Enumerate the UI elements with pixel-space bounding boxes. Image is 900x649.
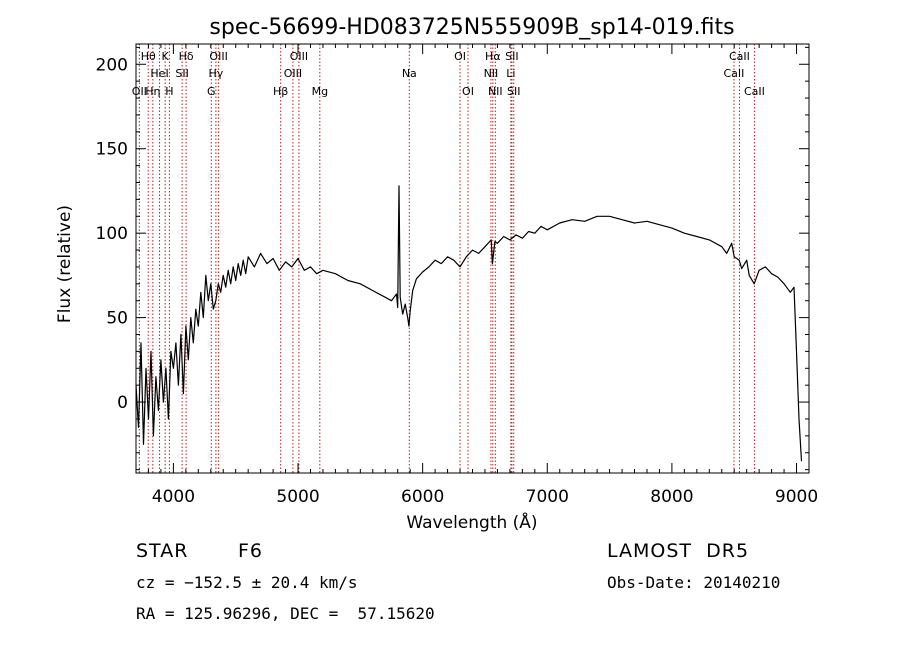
x-axis-ticks <box>135 44 810 473</box>
spectral-line-labels: OIIHθHηHeIKHSIIHδGHγOIIIHβOIIIOIIIMgNaOI… <box>132 50 765 98</box>
spectral-line-label-20: NII <box>488 85 503 98</box>
x-tick-label: 5000 <box>276 487 319 507</box>
y-axis-ticks <box>136 46 809 471</box>
spectral-line-label-5: H <box>165 85 173 98</box>
x-tick-label: 4000 <box>152 487 195 507</box>
plot-frame <box>135 43 810 474</box>
spectral-line-label-7: Hδ <box>179 50 194 63</box>
spectral-line-label-12: OIII <box>284 67 302 80</box>
x-tick-label: 6000 <box>401 487 444 507</box>
redshift-velocity: cz = −152.5 ± 20.4 km/s <box>136 573 358 592</box>
y-axis-tick-labels: 0 50 100 150 200 <box>96 55 128 413</box>
observation-date: Obs-Date: 20140210 <box>607 573 781 592</box>
spectral-line-label-8: G <box>207 85 216 98</box>
coordinates: RA = 125.96296, DEC = 57.15620 <box>136 604 435 623</box>
spectral-line-label-22: SII <box>505 50 518 63</box>
y-tick-label: 50 <box>106 309 128 329</box>
spectral-line-label-23: SII <box>507 85 520 98</box>
spectral-line-label-4: K <box>162 50 170 63</box>
spectral-line-label-17: OI <box>462 85 474 98</box>
spectral-line-label-21: Li <box>506 67 515 80</box>
x-tick-label: 8000 <box>650 487 693 507</box>
spectral-subclass: F6 <box>238 540 264 562</box>
spectral-line-label-1: Hθ <box>141 50 156 63</box>
spectral-line-label-26: CaII <box>744 85 765 98</box>
y-axis-label: Flux (relative) <box>55 205 75 323</box>
spectral-line-label-9: Hγ <box>208 67 223 80</box>
spectral-line-label-10: OIII <box>209 50 227 63</box>
y-tick-label: 100 <box>96 224 128 244</box>
x-tick-label: 7000 <box>526 487 569 507</box>
spectral-line-label-13: OIII <box>290 50 308 63</box>
x-axis-tick-labels: 4000 5000 6000 7000 8000 9000 <box>152 487 818 507</box>
y-tick-label: 200 <box>96 55 128 75</box>
survey-release: LAMOST DR5 <box>607 540 750 562</box>
spectral-line-label-24: CaII <box>724 67 745 80</box>
spectral-line-markers <box>138 44 755 473</box>
chart-title: spec-56699-HD083725N555909B_sp14-019.fit… <box>209 15 734 40</box>
x-axis-label: Wavelength (Å) <box>406 511 537 533</box>
x-tick-label: 9000 <box>775 487 818 507</box>
spectral-line-label-14: Mg <box>312 85 328 98</box>
spectral-line-label-15: Na <box>402 67 417 80</box>
spectral-line-label-2: Hη <box>145 85 160 98</box>
spectral-line-label-25: CaII <box>729 50 750 63</box>
spectral-line-label-16: OI <box>454 50 466 63</box>
y-tick-label: 150 <box>96 140 128 160</box>
spectral-line-label-3: HeI <box>150 67 168 80</box>
spectral-line-label-18: NII <box>484 67 499 80</box>
object-type: STAR <box>136 540 189 562</box>
spectral-line-label-11: Hβ <box>273 85 288 98</box>
y-tick-label: 0 <box>117 393 128 413</box>
spectrum-trace <box>135 185 803 462</box>
spectral-line-label-6: SII <box>175 67 188 80</box>
spectral-line-label-19: Hα <box>485 50 501 63</box>
